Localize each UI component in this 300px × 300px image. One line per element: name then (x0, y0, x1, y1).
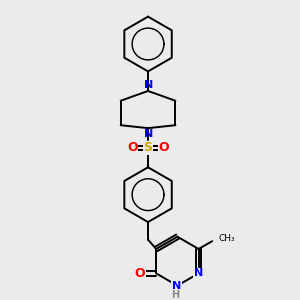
Text: S: S (143, 141, 152, 154)
Text: N: N (194, 268, 203, 278)
Text: N: N (172, 280, 181, 291)
Text: N: N (144, 80, 154, 90)
Text: CH₃: CH₃ (218, 234, 235, 243)
Text: O: O (158, 141, 169, 154)
Text: O: O (134, 267, 145, 280)
Text: N: N (144, 129, 154, 139)
Text: H: H (171, 290, 179, 300)
Text: O: O (127, 141, 138, 154)
